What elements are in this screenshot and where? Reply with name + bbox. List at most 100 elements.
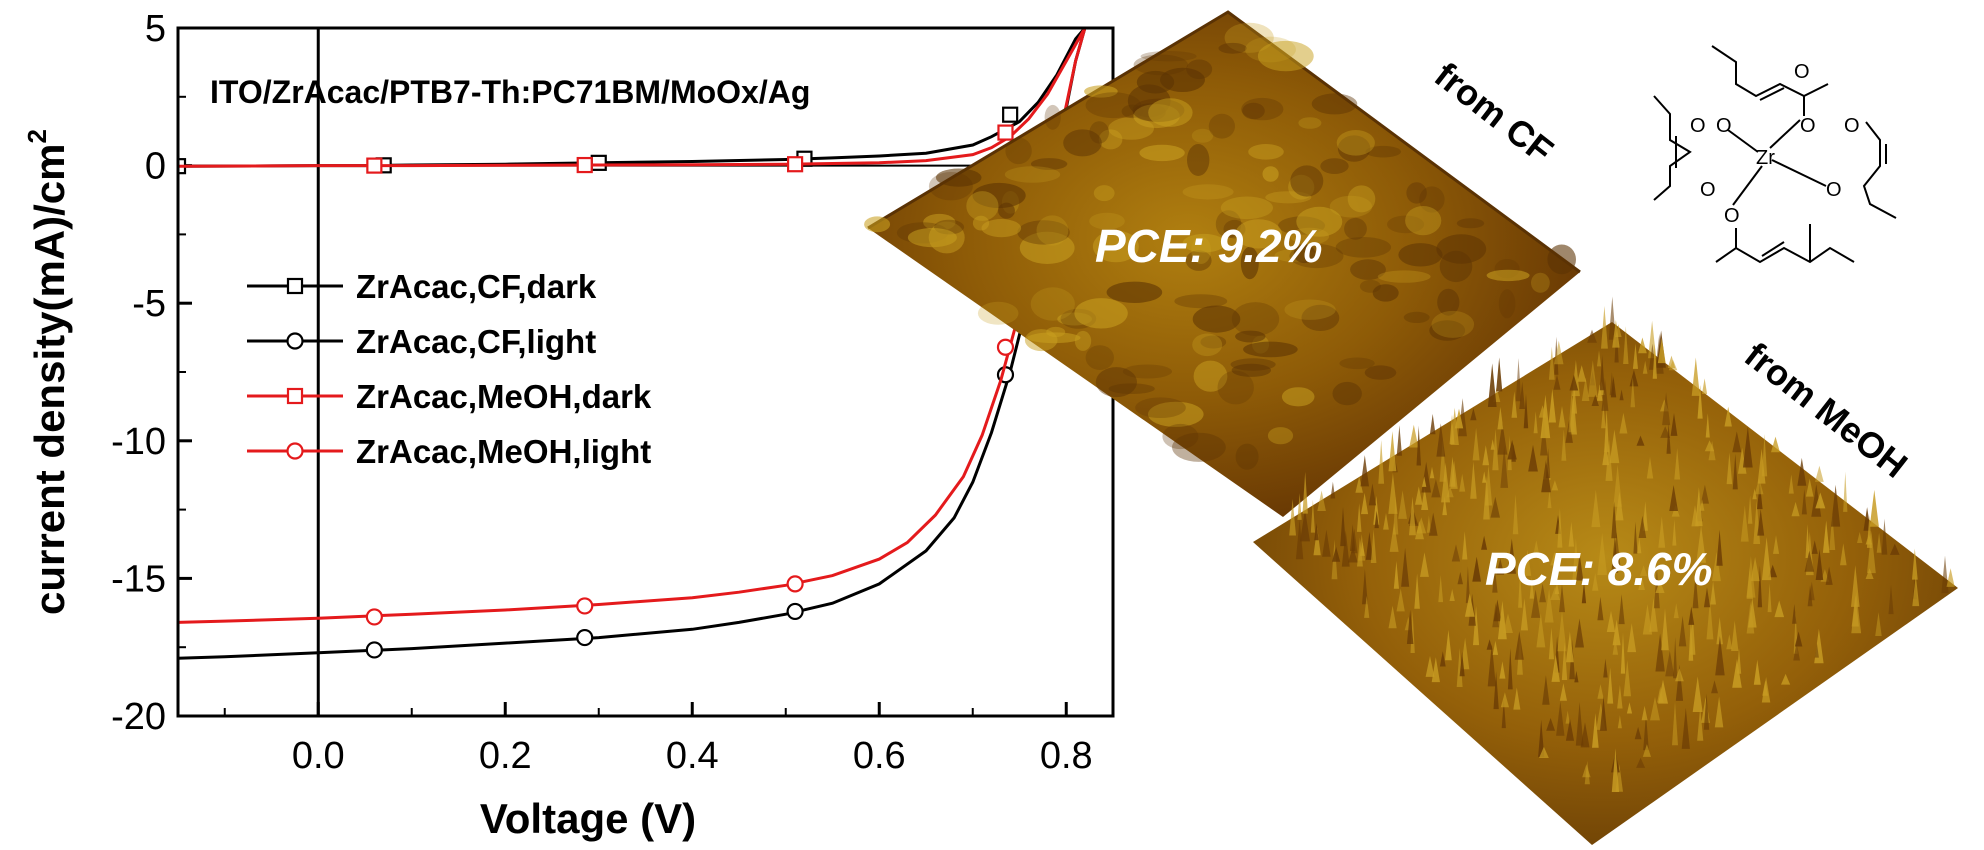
afm-spike — [1556, 701, 1565, 736]
afm-spike — [1691, 357, 1700, 396]
acac-ligand-top — [1711, 45, 1829, 98]
afm-spike — [1464, 593, 1475, 617]
afm-spike — [1378, 440, 1385, 484]
afm-spike — [1565, 631, 1574, 663]
afm-spike — [1695, 487, 1703, 527]
afm-spike — [1416, 517, 1427, 534]
afm-spike — [1732, 453, 1738, 490]
afm-spike — [1388, 605, 1397, 629]
afm-grain — [1406, 182, 1427, 204]
afm-spike — [1439, 651, 1446, 667]
afm-spike — [1754, 478, 1764, 495]
afm-grain — [1372, 284, 1399, 302]
afm-spike — [1520, 598, 1528, 631]
afm-grain — [1074, 330, 1092, 351]
afm-spike — [1681, 707, 1690, 749]
afm-spike — [1626, 702, 1633, 714]
afm-grain — [1436, 234, 1487, 264]
afm-spike — [1637, 537, 1642, 554]
x-axis-title: Voltage (V) — [480, 795, 696, 842]
data-point — [365, 641, 383, 659]
afm-spike — [1736, 648, 1742, 674]
afm-grain — [1242, 102, 1265, 120]
afm-grain — [1093, 185, 1115, 202]
afm-grain — [1231, 363, 1272, 377]
afm-spike — [1507, 538, 1516, 574]
y-tick-label: 5 — [145, 8, 166, 50]
afm-grain — [1095, 367, 1137, 398]
afm-grain — [1200, 335, 1227, 349]
afm-grain — [1257, 40, 1314, 72]
afm-spike — [1541, 459, 1551, 493]
afm-spike — [1825, 566, 1833, 585]
afm-grain — [1243, 341, 1298, 358]
afm-spike — [1457, 571, 1463, 585]
afm-spike — [1310, 499, 1315, 533]
afm-spike — [1757, 448, 1766, 484]
afm-spike — [1470, 461, 1477, 499]
afm-grain — [1089, 121, 1109, 144]
afm-spike — [1533, 540, 1540, 555]
afm-spike — [1815, 465, 1824, 482]
afm-spike — [1711, 680, 1718, 694]
afm-spike — [1607, 667, 1614, 704]
afm-spike — [1398, 490, 1407, 519]
afm-spike — [1840, 543, 1847, 566]
afm-grain — [1248, 144, 1284, 160]
afm-spike — [1639, 565, 1648, 576]
afm-spike — [1540, 394, 1551, 439]
afm-spike — [1603, 658, 1608, 678]
x-axis-ticks: 0.0 0.2 0.4 0.6 0.8 — [223, 702, 1093, 777]
bond — [1727, 129, 1759, 153]
afm-spike — [1724, 406, 1732, 427]
afm-spike — [1609, 372, 1615, 396]
afm-spike — [1584, 760, 1590, 785]
oxygen-label: O — [1690, 115, 1706, 137]
data-point — [786, 575, 804, 593]
afm-spike — [1393, 496, 1399, 535]
afm-spike — [1374, 510, 1379, 529]
afm-spike — [1643, 713, 1649, 751]
afm-spike — [1425, 655, 1435, 677]
afm-grain — [1135, 397, 1186, 419]
afm-grain — [1281, 387, 1315, 407]
afm-spike — [1445, 629, 1452, 661]
afm-spike — [1465, 566, 1471, 604]
afm-grain — [923, 213, 956, 231]
afm-grain — [1336, 130, 1375, 156]
series-line-1 — [178, 28, 1087, 660]
afm-grain — [1218, 42, 1247, 54]
afm-grain — [1350, 259, 1386, 280]
y-axis-title: current density(mA)/cm2 — [22, 129, 73, 615]
bond — [1761, 241, 1785, 257]
afm-spike — [1361, 492, 1369, 515]
afm-grain — [1231, 302, 1280, 336]
afm-spike — [1503, 613, 1513, 633]
afm-spike — [1696, 525, 1706, 563]
afm-spike — [1373, 495, 1380, 525]
afm-spike — [1665, 650, 1675, 677]
afm-grain — [1085, 345, 1115, 370]
afm-spike — [1507, 648, 1513, 690]
afm-spike — [1529, 577, 1534, 599]
series-line-2 — [178, 28, 1087, 168]
afm-spike — [1642, 604, 1653, 635]
afm-spike — [1815, 492, 1826, 509]
afm-spike — [1561, 641, 1568, 680]
afm-spike — [1743, 426, 1753, 468]
afm-spike — [1726, 452, 1733, 485]
afm-grain — [1289, 243, 1344, 269]
afm-grain — [1437, 288, 1460, 316]
afm-grain — [1298, 117, 1322, 129]
afm-spike — [1703, 587, 1711, 608]
afm-spike — [1429, 413, 1436, 435]
afm-spike — [1773, 535, 1780, 554]
afm-spike — [1362, 568, 1368, 605]
oxygen-label: O — [1724, 205, 1740, 227]
afm-spike — [1704, 440, 1715, 452]
afm-spike — [1531, 589, 1541, 618]
afm-grain — [1265, 191, 1312, 204]
afm-spike — [1459, 473, 1466, 492]
afm-spike — [1627, 623, 1637, 653]
afm-spike — [1641, 705, 1648, 721]
